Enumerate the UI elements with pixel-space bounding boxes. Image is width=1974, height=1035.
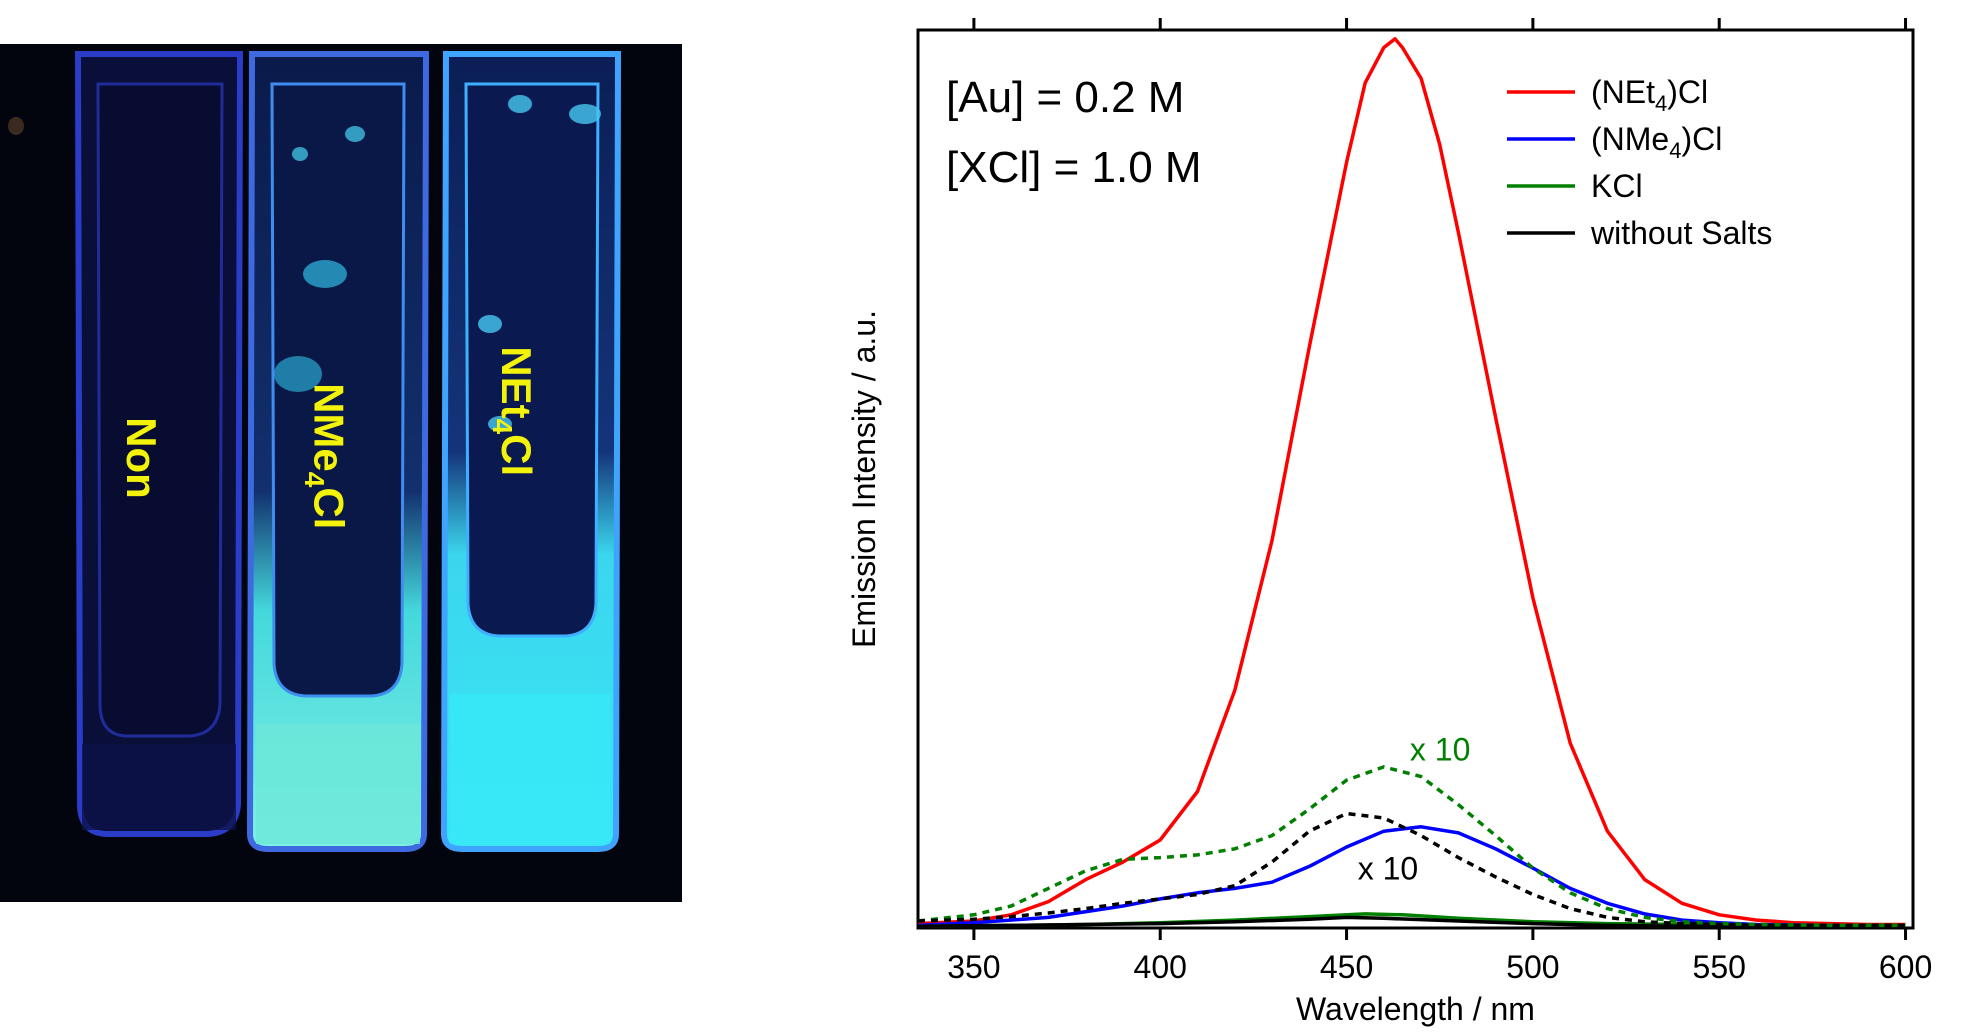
cuvette-photo: Non NMe4Cl NEt4Cl (0, 44, 682, 902)
x-tick-label: 450 (1320, 949, 1373, 985)
legend-label: KCl (1591, 168, 1643, 204)
cuvette-non (74, 51, 244, 837)
legend: (NEt4)Cl (NMe4)Cl KCl without Salts (1507, 74, 1772, 251)
cuvette-label-net4cl: NEt4Cl (486, 346, 541, 477)
annotation-xcl-conc: [XCl] = 1.0 M (946, 143, 1202, 192)
cuvette-net4cl (440, 51, 622, 852)
series-kcl-x10-line (917, 765, 1906, 928)
x-tick-label: 350 (947, 949, 1000, 985)
legend-label: (NEt4)Cl (1591, 74, 1708, 116)
emission-chart-svg: 350 400 450 500 550 600 Emission Intensity / … (846, 18, 1932, 1027)
annotation-black-x10: x 10 (1358, 851, 1418, 887)
axis-ticks: 350 400 450 500 550 600 (947, 18, 1932, 985)
y-axis-label: Emission Intensity / a.u. (846, 310, 882, 648)
annotation-au-conc: [Au] = 0.2 M (946, 73, 1184, 122)
plot-frame (916, 28, 1915, 930)
x-tick-label: 400 (1134, 949, 1187, 985)
cuvette-photo-art (0, 44, 682, 902)
emission-chart: 350 400 450 500 550 600 Emission Intensity / … (840, 0, 1974, 1035)
cuvette-label-non: Non (117, 417, 165, 499)
series-line-0 (917, 37, 1906, 927)
series-lines (917, 37, 1906, 928)
annotation-green-x10: x 10 (1410, 732, 1470, 768)
x-axis-label: Wavelength / nm (1296, 991, 1535, 1027)
cuvette-label-nme4cl: NMe4Cl (298, 383, 353, 530)
x-tick-label: 600 (1879, 949, 1932, 985)
x-tick-label: 500 (1506, 949, 1559, 985)
x-tick-label: 550 (1693, 949, 1746, 985)
legend-label: (NMe4)Cl (1591, 121, 1722, 163)
legend-label: without Salts (1590, 215, 1772, 251)
series-without-salts-x10-line (917, 811, 1906, 928)
cuvette-nme4cl (246, 51, 430, 852)
series-line-1 (917, 825, 1906, 928)
